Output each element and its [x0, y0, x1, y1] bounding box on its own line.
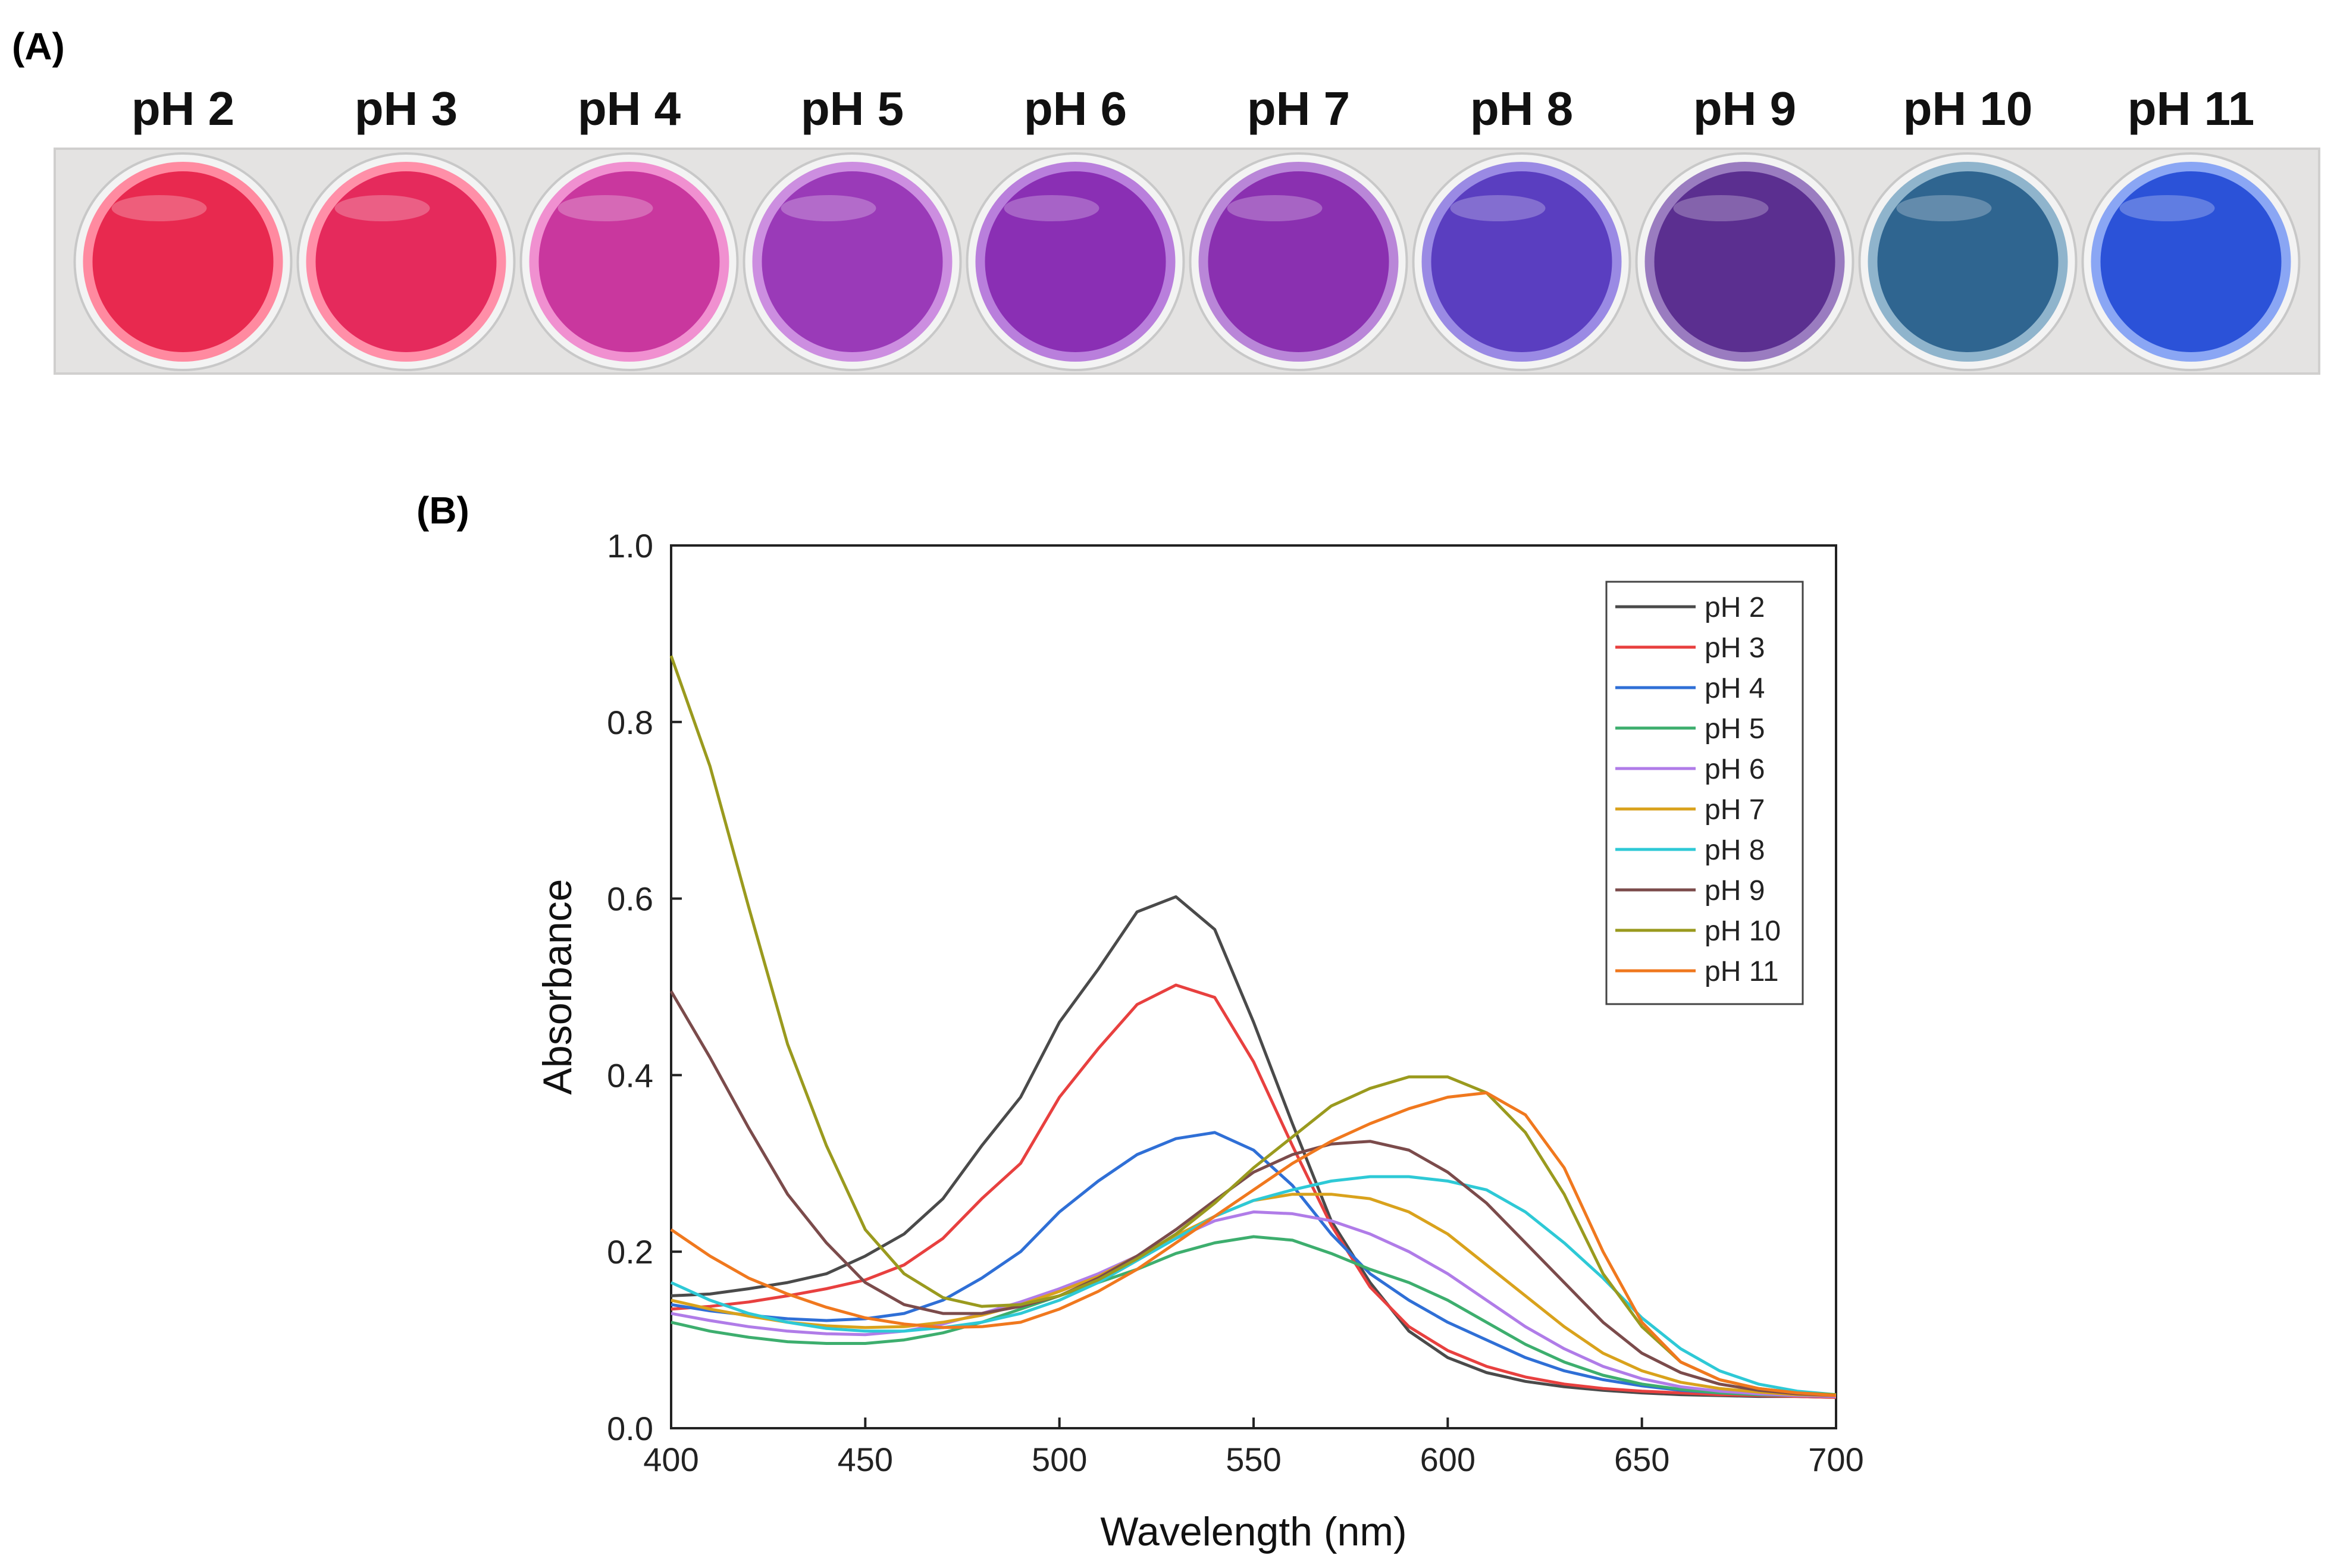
- ph-label: pH 11: [2128, 82, 2254, 135]
- well-highlight: [1896, 195, 1992, 221]
- y-tick-label: 1.0: [607, 527, 653, 565]
- panel-a-label: (A): [12, 25, 65, 68]
- x-tick-label: 700: [1808, 1441, 1863, 1478]
- series-line-ph-5: [671, 1235, 1837, 1398]
- y-tick-label: 0.6: [607, 880, 653, 918]
- well-solution: [538, 171, 720, 352]
- x-tick-label: 450: [838, 1441, 893, 1478]
- well-highlight: [1450, 195, 1546, 221]
- legend-label: pH 9: [1705, 875, 1765, 907]
- series-line-ph-3: [671, 983, 1837, 1399]
- legend-label: pH 5: [1705, 713, 1765, 745]
- series-lines: [669, 655, 1837, 1399]
- legend-label: pH 6: [1705, 754, 1765, 785]
- well-solution: [1431, 171, 1612, 352]
- x-tick-label: 550: [1226, 1441, 1281, 1478]
- series-line-ph-6: [671, 1210, 1837, 1398]
- panel-b-label: (B): [416, 489, 469, 532]
- well-highlight: [2119, 195, 2215, 221]
- ph-label: pH 2: [131, 82, 234, 135]
- ph-label: pH 3: [355, 82, 458, 135]
- y-axis-title: Absorbance: [535, 879, 580, 1095]
- ph-label: pH 6: [1024, 82, 1127, 135]
- x-tick-label: 500: [1032, 1441, 1087, 1478]
- ph-label: pH 9: [1693, 82, 1796, 135]
- legend: pH 2 pH 3 pH 4 pH 5 pH 6 pH 7 pH 8 pH 9 pH 10 pH …: [1605, 581, 1804, 1005]
- well-solution: [92, 171, 274, 352]
- well-highlight: [334, 195, 430, 221]
- x-axis-title: Wavelength (nm): [1100, 1509, 1406, 1554]
- y-tick-label: 0.2: [607, 1233, 653, 1271]
- legend-label: pH 10: [1705, 915, 1781, 947]
- y-tick-label: 0.4: [607, 1056, 653, 1094]
- well-highlight: [1227, 195, 1323, 221]
- series-line-ph-2: [671, 895, 1837, 1399]
- y-tick-label: 0.8: [607, 704, 653, 741]
- ph-label: pH 4: [578, 82, 681, 135]
- well-solution: [762, 171, 943, 352]
- ph-label: pH 7: [1247, 82, 1350, 135]
- legend-label: pH 8: [1705, 835, 1765, 866]
- well-solution: [315, 171, 497, 352]
- legend-box: [1605, 581, 1804, 1005]
- x-tick-label: 600: [1420, 1441, 1475, 1478]
- ph-label: pH 10: [1903, 82, 2033, 135]
- axis-ticks: 400 450 500 550 600 650 700 0.0 0.2 0.4 0.6 0.8 1.0: [607, 527, 1864, 1478]
- well-highlight: [111, 195, 207, 221]
- absorbance-chart: 400 450 500 550 600 650 7000.00.20.40.60.81.0 …: [535, 527, 1864, 1554]
- legend-label: pH 3: [1705, 632, 1765, 664]
- well-highlight: [1673, 195, 1769, 221]
- well-solution: [985, 171, 1166, 352]
- well-solution: [1877, 171, 2059, 352]
- y-tick-label: 0.0: [607, 1410, 653, 1447]
- series-line-ph-8: [670, 1175, 1837, 1397]
- legend-label: pH 7: [1705, 794, 1765, 826]
- x-tick-label: 400: [643, 1441, 698, 1478]
- ph-labels: pH 2 pH 3 pH 4 pH 5 pH 6 pH 7 pH 8 pH 9 pH 10 pH …: [131, 82, 2254, 135]
- well-highlight: [781, 195, 876, 221]
- well-highlight: [1004, 195, 1099, 221]
- wells: [73, 152, 2301, 371]
- well-solution: [2100, 171, 2282, 352]
- well-highlight: [557, 195, 653, 221]
- legend-label: pH 11: [1705, 956, 1779, 987]
- well-solution: [1208, 171, 1389, 352]
- ph-label: pH 8: [1470, 82, 1573, 135]
- legend-label: pH 2: [1705, 592, 1765, 623]
- series-line-ph-10: [669, 655, 1837, 1397]
- legend-label: pH 4: [1705, 673, 1765, 704]
- x-tick-label: 650: [1614, 1441, 1669, 1478]
- series-line-ph-9: [669, 990, 1837, 1397]
- well-solution: [1654, 171, 1835, 352]
- ph-label: pH 5: [801, 82, 904, 135]
- series-line-ph-11: [670, 1091, 1837, 1397]
